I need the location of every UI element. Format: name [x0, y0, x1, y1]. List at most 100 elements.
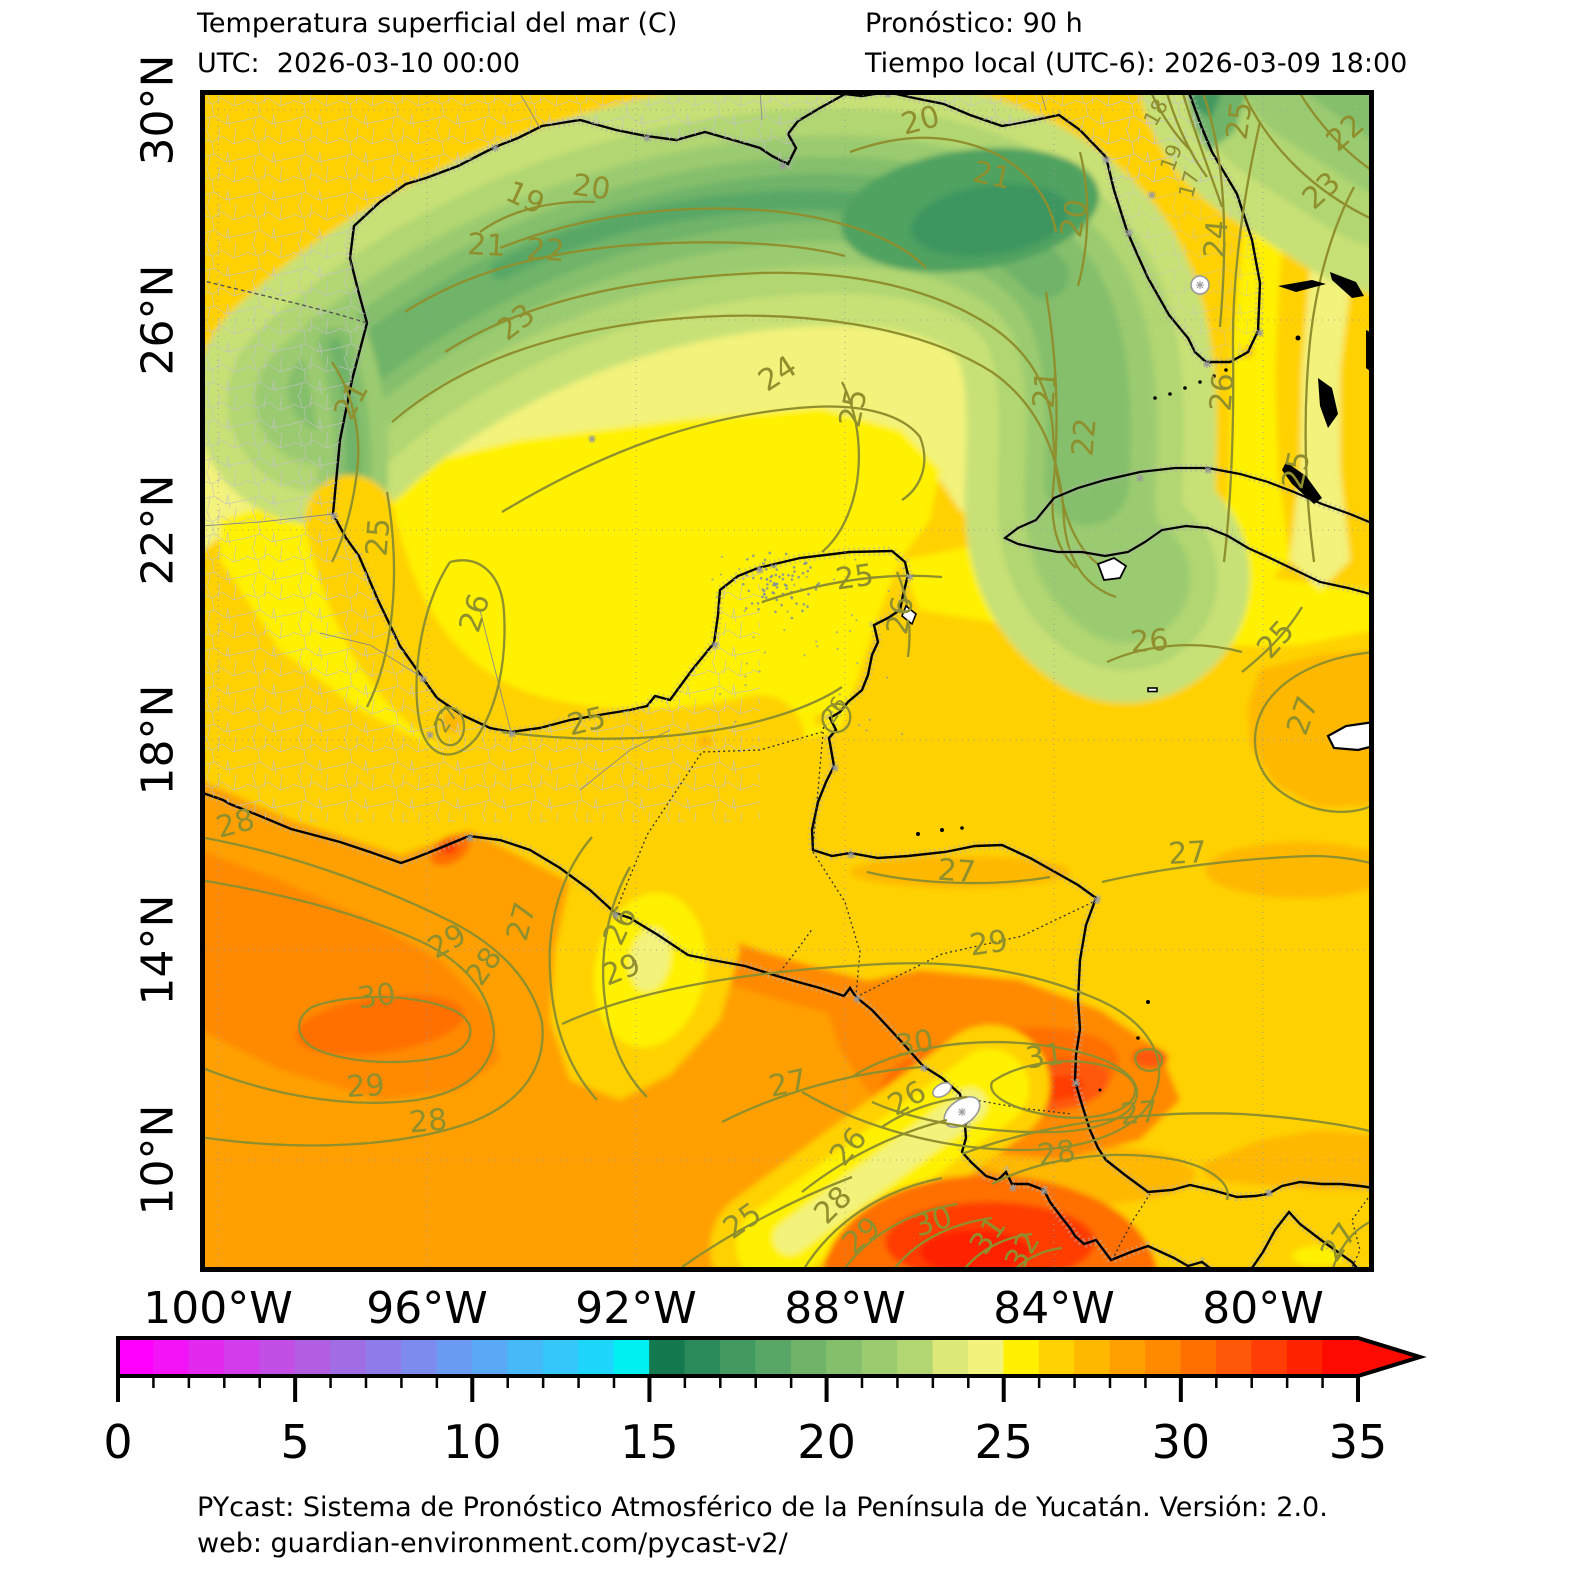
city-dot: [865, 729, 868, 732]
x-axis-tick-label: 88°W: [784, 1283, 906, 1334]
contour-value-label: 21: [467, 227, 507, 264]
colorbar-cell: [897, 1338, 934, 1376]
city-dot: [781, 573, 785, 576]
contour-value-label: 21: [970, 155, 1015, 197]
colorbar-cell: [578, 1338, 615, 1376]
jamaica: [1326, 720, 1374, 752]
colorbar-tick-value: 30: [1152, 1415, 1211, 1469]
colorbar-tick-value: 35: [1329, 1415, 1388, 1469]
contour-value-label: 28: [1035, 1134, 1078, 1174]
asterisk-marker: [1195, 280, 1205, 290]
city-dot: [805, 561, 808, 565]
city-dot: [848, 629, 852, 633]
city-dot: [787, 573, 790, 577]
city-dot: [838, 693, 841, 696]
city-dot: [769, 575, 773, 579]
city-dot: [854, 558, 857, 561]
city-dot: [743, 610, 746, 613]
small-islands: [901, 604, 1158, 693]
colorbar-cell: [259, 1338, 296, 1376]
asterisk-marker: [1255, 328, 1265, 338]
city-dot: [790, 595, 793, 599]
city-dot: [835, 631, 839, 634]
city-dot: [836, 647, 839, 651]
city-dot: [775, 582, 778, 586]
contour-value-label: 22: [1065, 417, 1103, 458]
asterisk-marker: [905, 572, 915, 582]
city-dot: [778, 575, 781, 579]
city-dot: [781, 577, 785, 581]
colorbar-cell: [188, 1338, 225, 1376]
map-frame: [200, 90, 1374, 1272]
city-dot: [790, 578, 794, 581]
asterisk-marker: [846, 850, 856, 860]
city-dot: [803, 562, 806, 566]
colorbar-tick-labels: 0 5 10 15 20 25 30 35: [103, 1415, 1387, 1469]
city-dot: [850, 614, 854, 617]
contour-value-label: 27: [1168, 835, 1208, 872]
us-mexico-border: [200, 279, 368, 324]
asterisk-marker: [1135, 473, 1145, 483]
city-dot: [900, 732, 904, 736]
colorbar-cell: [826, 1338, 863, 1376]
city-dot: [742, 582, 745, 586]
city-dot: [764, 596, 768, 599]
asterisk-marker: [852, 994, 862, 1004]
colorbar-cell: [1003, 1338, 1040, 1376]
contour-value-label: 28: [408, 1102, 449, 1140]
city-dot: [744, 675, 747, 678]
asterisk-marker: [1147, 190, 1157, 200]
contour-value-label: 31: [1023, 1037, 1066, 1077]
city-dot: [751, 576, 755, 580]
city-dot: [830, 710, 833, 714]
forecast-hours: Pronóstico: 90 h: [865, 8, 1083, 39]
city-dot: [802, 603, 806, 606]
colorbar-cell: [223, 1338, 261, 1376]
colorbar-cell: [1180, 1338, 1217, 1376]
city-dot: [769, 579, 772, 583]
colorbar-tick-value: 10: [443, 1415, 502, 1469]
city-dot: [887, 589, 890, 593]
city-dot: [765, 577, 769, 581]
colorbar-cell: [755, 1338, 792, 1376]
asterisk-marker: [710, 640, 720, 650]
colorbar-cell: [1038, 1338, 1075, 1376]
city-dot: [790, 616, 794, 620]
asterisk-marker: [1202, 359, 1212, 369]
city-dot: [744, 684, 747, 687]
colorbar-cell: [365, 1338, 402, 1376]
footer-web: web: guardian-environment.com/pycast-v2/: [197, 1528, 788, 1559]
asterisk-marker: [1101, 155, 1111, 165]
city-dot: [809, 566, 812, 569]
colorbar-cell: [294, 1338, 331, 1376]
contour-value-label: 25: [833, 386, 875, 431]
y-axis-tick-label: 26°N: [132, 264, 184, 376]
contour-value-label: 30: [893, 1023, 937, 1064]
asterisk-marker: [1203, 465, 1213, 475]
city-dot: [801, 609, 804, 613]
asterisk-marker: [1071, 1078, 1081, 1088]
city-dot: [761, 562, 765, 565]
colorbar-cell: [153, 1338, 190, 1376]
colorbar-cell: [684, 1338, 721, 1376]
colorbar-cell: [861, 1338, 898, 1376]
y-axis-tick-label: 10°N: [132, 1104, 184, 1216]
asterisk-marker: [490, 143, 500, 153]
colorbar-cell: [967, 1338, 1005, 1376]
asterisk-marker: [465, 833, 475, 843]
asterisk-marker: [1008, 1183, 1018, 1193]
y-axis-tick-label: 18°N: [132, 684, 184, 796]
colorbar-cell: [1286, 1338, 1323, 1376]
asterisk-marker: [755, 565, 765, 575]
colorbar-cell: [542, 1338, 579, 1376]
city-dot: [816, 645, 819, 648]
asterisk-marker: [1264, 1188, 1274, 1198]
colorbar-cell: [507, 1338, 544, 1376]
x-axis-tick-label: 92°W: [575, 1283, 697, 1334]
colorbar-tick-value: 20: [797, 1415, 856, 1469]
colorbar-cell: [1251, 1338, 1288, 1376]
y-axis-tick-label: 30°N: [132, 54, 184, 166]
city-dot: [746, 557, 749, 561]
asterisk-marker: [507, 729, 517, 739]
city-dot: [785, 587, 789, 590]
